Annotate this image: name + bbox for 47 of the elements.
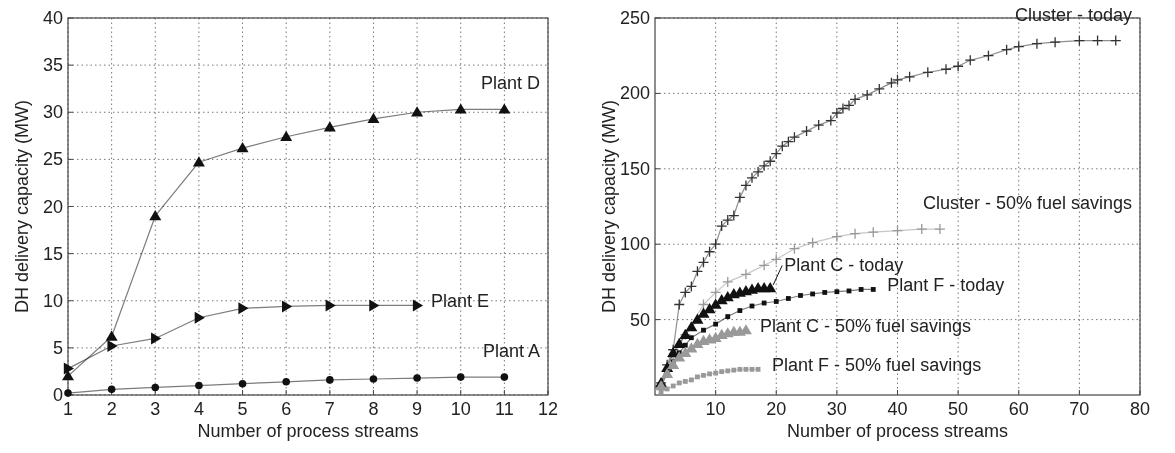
x-tick-label: 3 (150, 399, 161, 419)
x-tick-label: 20 (766, 399, 787, 419)
x-tick-label: 40 (887, 399, 908, 419)
y-tick-label: 35 (42, 55, 63, 76)
x-tick-label: 6 (281, 399, 292, 419)
x-tick-label: 10 (450, 399, 471, 419)
series-label: Plant F - 50% fuel savings (772, 355, 982, 376)
y-tick-label: 20 (42, 196, 63, 217)
y-tick-label: 250 (619, 8, 650, 28)
x-axis-title: Number of process streams (197, 421, 419, 441)
x-tick-label: 4 (193, 399, 204, 419)
y-tick-label: 5 (52, 337, 63, 358)
x-tick-label: 12 (537, 399, 559, 419)
x-tick-label: 9 (412, 399, 423, 419)
x-tick-label: 60 (1008, 399, 1029, 419)
legend-label: Plant C - today (784, 255, 904, 276)
y-tick-label: 150 (619, 158, 650, 179)
series-label: Plant C - 50% fuel savings (759, 316, 972, 337)
y-axis-title: DH delivery capacity (MW) (12, 99, 32, 314)
series-label: Cluster - 50% fuel savings (922, 193, 1132, 214)
series-label: Plant D (480, 73, 540, 94)
y-tick-label: 200 (619, 83, 650, 104)
x-tick-label: 5 (237, 399, 248, 419)
x-axis-title: Number of process streams (786, 421, 1009, 441)
x-tick-label: 11 (495, 399, 514, 419)
x-tick-label: 30 (826, 399, 847, 419)
y-tick-label: 100 (619, 234, 650, 255)
y-tick-label: 25 (42, 149, 63, 170)
y-tick-label: 10 (42, 290, 63, 311)
series-label: Plant A (482, 341, 540, 362)
series-label: Cluster - today (1014, 4, 1132, 25)
x-tick-label: 8 (368, 399, 379, 419)
y-tick-label: 0 (52, 385, 63, 405)
x-tick-label: 7 (324, 399, 335, 419)
x-tick-label: 1 (62, 399, 74, 419)
y-axis-title: DH delivery capacity (MW) (599, 99, 619, 314)
y-tick-label: 50 (629, 309, 650, 330)
series-label: Plant F - today (887, 275, 1005, 296)
y-tick-label: 30 (42, 102, 63, 123)
x-tick-label: 2 (106, 399, 117, 419)
x-tick-label: 70 (1069, 399, 1090, 419)
series-label: Plant E (431, 291, 490, 312)
y-tick-label: 40 (42, 8, 63, 28)
y-tick-label: 15 (42, 243, 63, 264)
x-tick-label: 10 (705, 399, 726, 419)
x-tick-label: 50 (948, 399, 969, 419)
x-tick-label: 80 (1129, 399, 1151, 419)
